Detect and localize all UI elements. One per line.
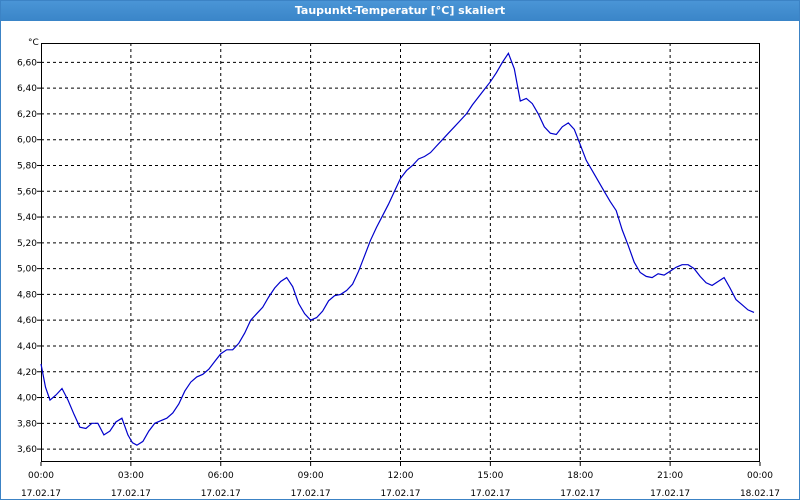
y-tick-label: 5,60 — [17, 187, 37, 197]
y-tick-label: 6,40 — [17, 84, 37, 94]
x-tick-date-label: 18.02.17 — [740, 489, 780, 499]
y-tick-label: 5,00 — [17, 265, 37, 275]
y-tick-label: 5,40 — [17, 213, 37, 223]
y-tick-label: 6,20 — [17, 110, 37, 120]
y-tick-label: 3,80 — [17, 419, 37, 429]
x-tick-time-label: 00:00 — [28, 471, 54, 481]
x-tick-time-label: 12:00 — [388, 471, 414, 481]
x-tick-date-label: 17.02.17 — [201, 489, 241, 499]
y-tick-label: 4,00 — [17, 394, 37, 404]
y-tick-label: 5,20 — [17, 239, 37, 249]
x-tick-time-label: 06:00 — [208, 471, 234, 481]
y-tick-label: 4,20 — [17, 368, 37, 378]
x-tick-date-label: 17.02.17 — [291, 489, 331, 499]
x-tick-date-label: 17.02.17 — [21, 489, 61, 499]
y-tick-label: 3,60 — [17, 445, 37, 455]
series-line — [40, 51, 755, 446]
y-tick-label: 6,60 — [17, 58, 37, 68]
x-tick-date-label: 17.02.17 — [111, 489, 151, 499]
x-tick-time-label: 15:00 — [477, 471, 503, 481]
y-axis-unit-label: °C — [28, 38, 39, 48]
y-tick-label: 5,80 — [17, 161, 37, 171]
x-tick-date-label: 17.02.17 — [380, 489, 420, 499]
x-tick-date-label: 17.02.17 — [470, 489, 510, 499]
y-tick-label: 4,40 — [17, 342, 37, 352]
x-tick-date-label: 17.02.17 — [560, 489, 600, 499]
x-tick-time-label: 03:00 — [118, 471, 144, 481]
y-tick-label: 6,00 — [17, 136, 37, 146]
x-tick-date-label: 17.02.17 — [650, 489, 690, 499]
x-tick-time-label: 09:00 — [298, 471, 324, 481]
x-tick-time-label: 00:00 — [747, 471, 773, 481]
y-tick-label: 4,60 — [17, 316, 37, 326]
window-title: Taupunkt-Temperatur [°C] skaliert — [1, 1, 799, 21]
y-tick-label: 4,80 — [17, 290, 37, 300]
x-tick-time-label: 21:00 — [657, 471, 683, 481]
x-tick-time-label: 18:00 — [567, 471, 593, 481]
